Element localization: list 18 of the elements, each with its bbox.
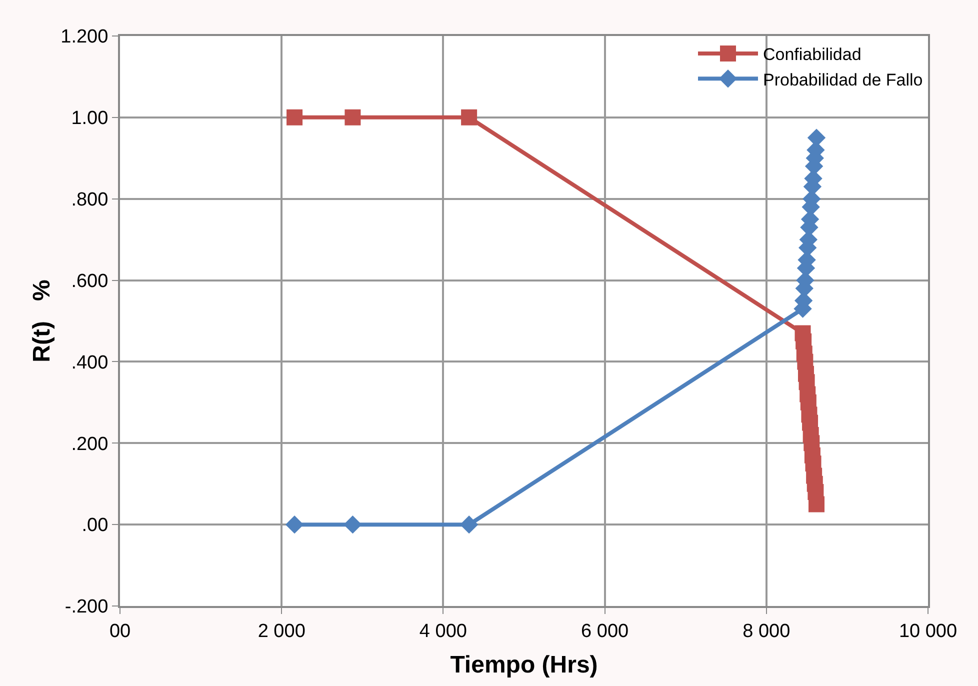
- x-tick-label: 8 000: [742, 620, 790, 642]
- x-axis-title: Tiempo (Hrs): [450, 652, 598, 679]
- y-axis-title: R(t) %: [28, 280, 56, 362]
- x-tick-label: 00: [109, 620, 131, 642]
- y-tick-label: .200: [71, 434, 108, 455]
- y-tick-label: .00: [82, 515, 108, 536]
- y-tick-label: .800: [71, 190, 108, 211]
- x-tick-label: 10 000: [898, 620, 958, 642]
- y-tick-label: -.200: [64, 596, 108, 618]
- legend-label: Probabilidad de Fallo: [763, 70, 923, 90]
- x-tick-label: 6 000: [581, 620, 629, 642]
- y-tick-label: 1.00: [71, 108, 108, 130]
- y-tick-label: 1.200: [60, 26, 108, 48]
- x-tick-label: 4 000: [419, 620, 467, 642]
- x-tick-label: 2 000: [258, 620, 306, 642]
- y-tick-label: .600: [71, 270, 108, 292]
- legend-label: Confiabilidad: [763, 45, 862, 64]
- y-tick-label: .400: [71, 352, 108, 374]
